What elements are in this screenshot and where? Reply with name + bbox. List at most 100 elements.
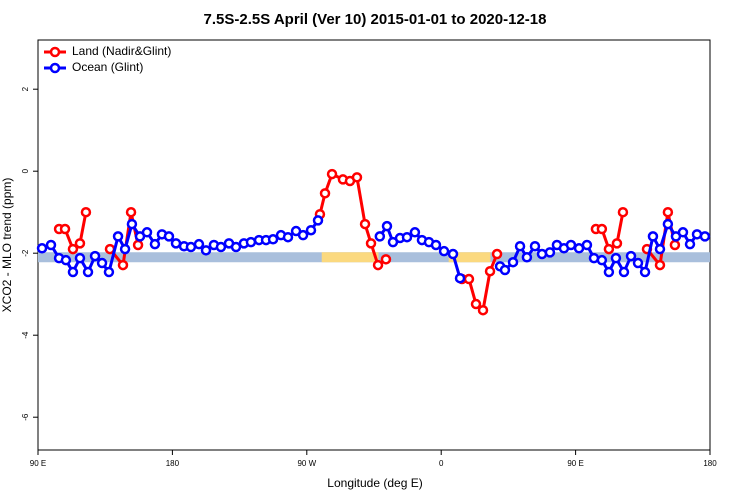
- data-point: [351, 172, 363, 183]
- data-point: [596, 223, 608, 235]
- data-point: [365, 238, 377, 249]
- data-point: [677, 227, 689, 238]
- data-point: [80, 206, 92, 218]
- data-point: [193, 238, 205, 250]
- data-point: [74, 252, 86, 264]
- data-point: [484, 265, 496, 277]
- legend-label: Ocean (Glint): [72, 60, 143, 74]
- x-tick-label: 90 E: [30, 459, 46, 468]
- data-point: [374, 231, 386, 242]
- data-point: [312, 215, 324, 226]
- data-point: [149, 238, 161, 250]
- data-point: [632, 257, 644, 269]
- data-point: [470, 298, 482, 310]
- data-point: [662, 218, 674, 230]
- data-point: [603, 243, 615, 255]
- x-tick-label: 90 E: [567, 459, 583, 468]
- data-point: [117, 259, 129, 271]
- data-point: [430, 239, 442, 251]
- data-point: [581, 239, 593, 251]
- data-point: [401, 231, 413, 243]
- y-tick-label: -4: [21, 331, 30, 339]
- data-point: [163, 231, 175, 242]
- data-point: [245, 236, 257, 248]
- data-point: [103, 266, 115, 278]
- data-point: [617, 206, 629, 218]
- data-point: [684, 238, 696, 250]
- data-point: [215, 241, 227, 253]
- data-point: [112, 231, 124, 242]
- data-point: [60, 254, 72, 266]
- data-point: [477, 304, 489, 316]
- x-tick-label: 0: [439, 459, 444, 468]
- data-point: [521, 252, 533, 263]
- data-point: [267, 234, 279, 245]
- legend-label: Land (Nadir&Glint): [72, 44, 171, 58]
- data-point: [654, 259, 666, 271]
- data-point: [529, 240, 541, 252]
- legend-marker: [49, 62, 61, 74]
- data-point: [596, 254, 608, 266]
- legend-marker: [49, 46, 61, 58]
- data-point: [82, 266, 94, 278]
- x-tick-label: 180: [166, 459, 180, 468]
- y-tick-label: -2: [21, 249, 30, 257]
- y-tick-label: 0: [21, 168, 30, 173]
- data-point: [59, 223, 71, 235]
- data-point: [119, 243, 131, 255]
- data-point: [463, 273, 475, 285]
- data-point: [380, 254, 392, 265]
- data-point: [639, 266, 651, 278]
- y-tick-label: -6: [21, 413, 30, 421]
- data-point: [67, 266, 79, 278]
- x-axis-label: Longitude (deg E): [327, 476, 422, 490]
- data-point: [96, 257, 108, 269]
- data-point: [36, 243, 48, 254]
- data-point: [282, 231, 294, 243]
- data-point: [45, 239, 57, 251]
- y-axis-label: XCO2 - MLO trend (ppm): [0, 178, 14, 313]
- y-tick-label: 2: [21, 86, 30, 91]
- data-point: [170, 238, 182, 249]
- data-point: [662, 206, 674, 218]
- data-point: [185, 241, 197, 253]
- data-point: [297, 229, 309, 241]
- data-point: [610, 252, 622, 264]
- data-point: [359, 218, 371, 230]
- data-point: [326, 168, 338, 180]
- data-point: [89, 250, 101, 262]
- data-point: [372, 259, 384, 271]
- data-point: [611, 238, 623, 249]
- data-point: [454, 272, 466, 284]
- data-point: [409, 227, 421, 238]
- data-point: [544, 247, 556, 258]
- data-point: [74, 238, 86, 249]
- data-point: [141, 227, 153, 238]
- data-point: [507, 256, 519, 268]
- data-point: [654, 243, 666, 255]
- chart-title: 7.5S-2.5S April (Ver 10) 2015-01-01 to 2…: [204, 11, 547, 28]
- data-point: [67, 243, 79, 255]
- data-point: [625, 250, 637, 262]
- data-point: [603, 266, 615, 278]
- data-point: [669, 239, 681, 251]
- data-point: [491, 248, 503, 260]
- data-point: [126, 218, 138, 230]
- data-point: [200, 245, 212, 256]
- data-point: [618, 266, 630, 278]
- data-point: [319, 188, 331, 199]
- data-point: [230, 241, 242, 253]
- x-tick-label: 180: [703, 459, 717, 468]
- data-point: [499, 264, 511, 276]
- data-point: [305, 224, 317, 236]
- data-point: [565, 239, 577, 251]
- data-point: [647, 231, 659, 242]
- data-point: [447, 248, 459, 260]
- data-point: [514, 240, 526, 252]
- data-point: [125, 206, 137, 218]
- data-point: [381, 220, 393, 232]
- data-point: [132, 239, 144, 251]
- data-point: [699, 231, 711, 242]
- x-tick-label: 90 W: [297, 459, 316, 468]
